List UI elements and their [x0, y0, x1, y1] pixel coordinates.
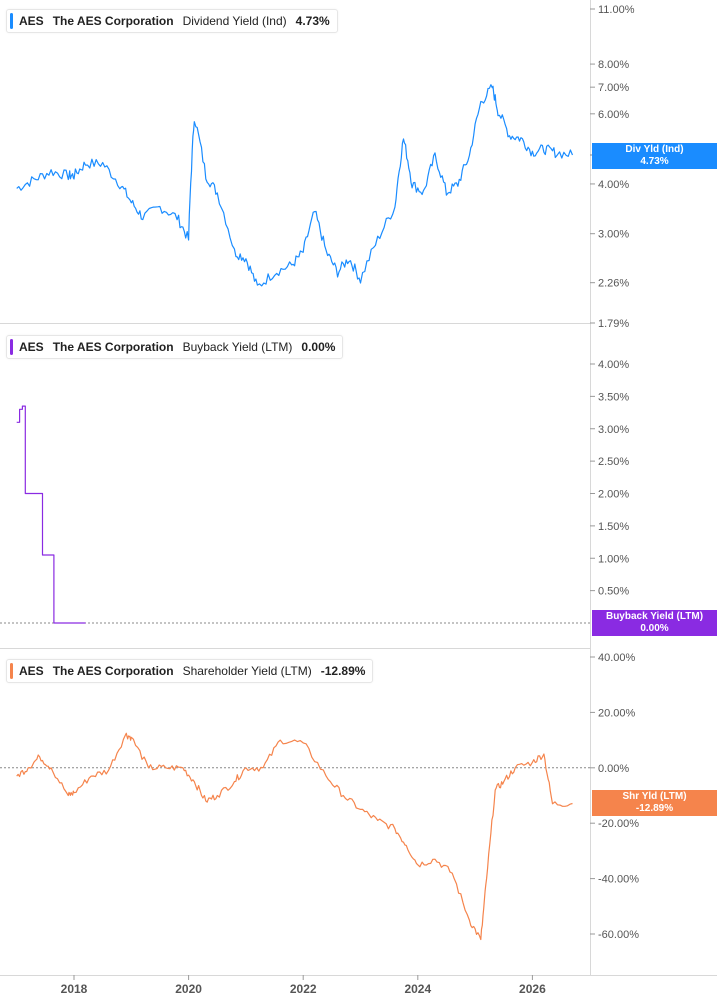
legend-value: 4.73%: [295, 14, 330, 28]
y-tick-label: 8.00%: [598, 59, 629, 71]
y-tick-label: 2.50%: [598, 456, 629, 468]
dividend-yield-line: [16, 84, 574, 287]
y-tick-label: 20.00%: [598, 707, 636, 719]
legend-company: The AES Corporation: [52, 340, 174, 354]
legend-value: -12.89%: [320, 664, 366, 678]
price-tag-dividend: Div Yld (Ind) 4.73%: [592, 143, 717, 169]
y-tick-label: 40.00%: [598, 652, 636, 664]
x-tick-label: 2024: [404, 982, 431, 996]
y-tick-label: 3.50%: [598, 391, 629, 403]
tag-value: 4.73%: [640, 156, 669, 167]
legend-metric: Shareholder Yield (LTM): [182, 664, 312, 678]
legend-ticker: AES: [19, 664, 44, 678]
shareholder-yield-line: [16, 732, 573, 941]
legend-metric: Buyback Yield (LTM): [182, 340, 293, 354]
y-tick-label: -20.00%: [598, 818, 639, 830]
tag-label: Div Yld (Ind): [625, 144, 684, 155]
y-tick-label: 4.00%: [598, 179, 629, 191]
y-tick-label: 2.00%: [598, 489, 629, 501]
price-tag-shareholder: Shr Yld (LTM) -12.89%: [592, 790, 717, 816]
y-tick-label: 0.00%: [598, 763, 629, 775]
y-tick-label: 11.00%: [598, 4, 635, 16]
tag-label: Shr Yld (LTM): [622, 791, 687, 802]
legend-metric: Dividend Yield (Ind): [182, 14, 287, 28]
x-tick-label: 2022: [290, 982, 317, 996]
y-tick-label: 2.26%: [598, 278, 629, 290]
legend-ticker: AES: [19, 14, 44, 28]
legend-shareholder[interactable]: AES The AES Corporation Shareholder Yiel…: [6, 659, 374, 683]
y-tick-label: 4.00%: [598, 359, 629, 371]
tag-label: Buyback Yield (LTM): [605, 611, 704, 622]
legend-color-buyback: [10, 339, 13, 355]
x-tick-label: 2026: [519, 982, 546, 996]
tag-value: 0.00%: [640, 623, 669, 634]
y-tick-label: -40.00%: [598, 874, 639, 886]
price-tag-buyback: Buyback Yield (LTM) 0.00%: [592, 610, 717, 636]
y-tick-label: 0.50%: [598, 586, 629, 598]
y-tick-label: 1.00%: [598, 553, 629, 565]
legend-dividend[interactable]: AES The AES Corporation Dividend Yield (…: [6, 9, 338, 33]
y-tick-label: 7.00%: [598, 82, 629, 94]
buyback-yield-line: [16, 405, 86, 624]
y-tick-label: -60.00%: [598, 929, 639, 941]
legend-company: The AES Corporation: [52, 14, 174, 28]
legend-buyback[interactable]: AES The AES Corporation Buyback Yield (L…: [6, 335, 344, 359]
y-tick-label: 1.50%: [598, 521, 629, 533]
y-tick-label: 3.00%: [598, 424, 629, 436]
x-tick-label: 2020: [175, 982, 202, 996]
legend-color-dividend: [10, 13, 13, 29]
tag-value: -12.89%: [635, 803, 674, 814]
x-tick-label: 2018: [61, 982, 88, 996]
y-tick-label: 1.79%: [598, 318, 629, 330]
legend-value: 0.00%: [301, 340, 336, 354]
legend-color-shareholder: [10, 663, 13, 679]
y-tick-label: 6.00%: [598, 109, 629, 121]
legend-company: The AES Corporation: [52, 664, 174, 678]
y-tick-label: 3.00%: [598, 229, 629, 241]
legend-ticker: AES: [19, 340, 44, 354]
